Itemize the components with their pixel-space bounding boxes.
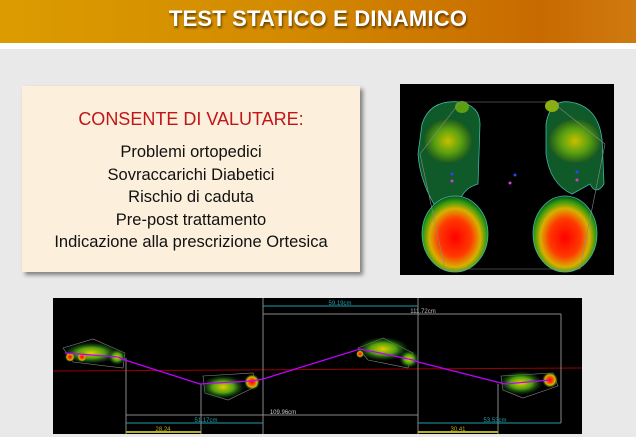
measure-label: 28.24 xyxy=(155,427,171,433)
measure-label: 59.19cm xyxy=(328,301,351,307)
gait-path xyxy=(64,348,551,385)
baseline xyxy=(53,367,582,372)
list-item: Pre-post trattamento xyxy=(115,210,267,229)
footprint-4 xyxy=(499,371,559,399)
left-foot-map xyxy=(417,101,489,273)
info-box-title: CONSENTE DI VALUTARE: xyxy=(78,109,304,129)
list-item: Problemi ortopedici xyxy=(120,143,262,161)
measure-label: 111.72cm xyxy=(410,309,435,315)
right-foot-map xyxy=(532,100,605,273)
static-pressure-image xyxy=(400,84,614,275)
header-divider xyxy=(0,43,636,49)
info-box: CONSENTE DI VALUTARE: Problemi ortopedic… xyxy=(22,86,360,272)
list-item: Indicazione alla prescrizione Ortesica xyxy=(54,233,328,251)
info-box-list: Problemi ortopedici Sovraccarichi Diabet… xyxy=(22,141,360,254)
measure-label: 53.53cm xyxy=(483,418,506,424)
dynamic-gait-image: 59.19cm 111.72cm 109.96cm 51.17cm 53.53c… xyxy=(53,298,582,434)
list-item: Sovraccarichi Diabetici xyxy=(107,165,275,184)
footprint-3 xyxy=(356,337,419,369)
list-item: Rischio di caduta xyxy=(128,188,254,206)
slide-header: TEST STATICO E DINAMICO xyxy=(0,0,636,43)
measure-label: 51.17cm xyxy=(194,418,217,424)
measure-label: 109.96cm xyxy=(270,410,296,416)
footprint-2 xyxy=(201,372,260,401)
slide-title: TEST STATICO E DINAMICO xyxy=(168,6,468,31)
measure-label: 30.41 xyxy=(450,427,466,433)
